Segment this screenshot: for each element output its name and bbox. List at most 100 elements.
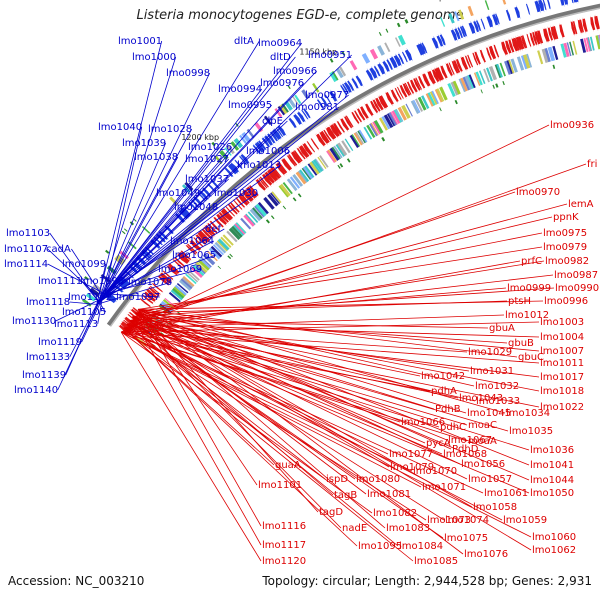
reverse-gene-label: lmo1077 <box>389 449 433 460</box>
reverse-leader-line <box>138 308 475 387</box>
reverse-gene <box>315 133 326 148</box>
reverse-gene-label: lmo1033 <box>476 396 520 407</box>
forward-gene <box>514 5 521 20</box>
reverse-gene <box>447 60 455 77</box>
reverse-cog-block <box>307 163 318 176</box>
forward-leader-line <box>97 296 104 325</box>
forward-gene-label: cadA <box>46 244 71 255</box>
forward-rna-mark <box>378 31 382 37</box>
reverse-gene <box>423 72 431 88</box>
reverse-cog-block <box>173 285 187 297</box>
reverse-gene-label: PdhD <box>452 444 479 455</box>
reverse-leader-line <box>126 324 540 408</box>
reverse-gene <box>356 107 366 123</box>
reverse-cog-block <box>460 77 468 92</box>
forward-leader-line <box>100 240 214 300</box>
reverse-gene <box>206 222 218 235</box>
forward-leader-line <box>100 146 233 300</box>
reverse-gene <box>451 59 459 76</box>
forward-leader-line <box>104 293 160 298</box>
reverse-cog-block <box>231 225 243 238</box>
reverse-cog-block <box>462 76 471 91</box>
reverse-gene <box>428 69 436 86</box>
reverse-gene <box>217 211 230 224</box>
forward-gene <box>538 0 545 13</box>
forward-gene-label: lmo1030 <box>214 188 258 199</box>
reverse-cog-block <box>170 289 183 301</box>
forward-rna-mark <box>396 22 401 28</box>
reverse-cog-block <box>255 203 267 217</box>
forward-cog-block <box>181 184 191 194</box>
reverse-gene <box>184 244 197 257</box>
reverse-cog-block <box>329 147 340 161</box>
reverse-cog-block <box>522 54 531 69</box>
reverse-gene <box>473 50 481 67</box>
reverse-gene <box>258 175 270 189</box>
reverse-gene <box>142 291 156 303</box>
reverse-gene <box>197 230 211 243</box>
forward-gene-label: lmo1103 <box>6 228 50 239</box>
reverse-gene <box>417 74 426 91</box>
reverse-gene <box>185 243 199 255</box>
forward-cog-block <box>263 115 272 126</box>
reverse-gene <box>371 98 381 114</box>
reverse-gene <box>266 169 277 183</box>
reverse-gene <box>409 78 418 94</box>
forward-gene <box>229 161 240 174</box>
reverse-cog-block <box>257 201 269 215</box>
forward-rna-mark <box>287 85 291 90</box>
reverse-gene-label: lmo1095 <box>358 541 402 552</box>
forward-cog-block <box>361 52 371 64</box>
reverse-cog-block <box>363 126 373 140</box>
forward-leader-line <box>96 56 296 305</box>
reverse-gene-label: lmo0970 <box>516 187 560 198</box>
reverse-cog-block <box>202 253 216 266</box>
reverse-cog-block <box>243 214 256 227</box>
forward-leader-line <box>96 281 172 305</box>
reverse-gene <box>221 208 233 221</box>
forward-gene <box>547 0 552 11</box>
reverse-rna-mark <box>282 205 287 210</box>
reverse-cog-block <box>182 275 195 287</box>
reverse-cog-block <box>314 158 324 171</box>
forward-gene-label: lmo0995 <box>228 100 272 111</box>
reverse-gene <box>276 161 288 175</box>
reverse-cog-block <box>589 36 595 51</box>
reverse-gene <box>242 189 254 203</box>
reverse-cog-block <box>226 230 238 243</box>
forward-leader-line <box>100 70 317 300</box>
reverse-cog-block <box>174 284 187 296</box>
reverse-leader-line <box>129 320 445 521</box>
forward-cog-block <box>384 42 391 53</box>
reverse-cog-block <box>267 193 279 207</box>
reverse-rna-mark <box>381 136 386 142</box>
forward-cog-block <box>288 98 297 109</box>
reverse-gene-label: pdhA <box>431 386 457 397</box>
forward-cog-block <box>454 11 460 22</box>
reverse-cog-block <box>279 183 291 197</box>
reverse-gene-label: pdhC <box>440 422 466 433</box>
forward-gene <box>355 74 364 88</box>
reverse-gene-label: PdhB <box>435 404 461 415</box>
reverse-gene <box>434 67 443 83</box>
forward-gene-label: lmo0998 <box>166 68 210 79</box>
reverse-gene-label: lmo1080 <box>356 474 400 485</box>
reverse-cog-block <box>431 90 439 105</box>
reverse-cog-block <box>447 82 456 97</box>
reverse-cog-block <box>395 108 404 123</box>
reverse-gene-label: lmo1074 <box>445 515 489 526</box>
forward-gene <box>475 18 482 33</box>
reverse-gene <box>330 123 340 138</box>
reverse-gene <box>414 76 423 92</box>
reverse-gene <box>359 105 369 121</box>
reverse-gene-label: lmo0987 <box>554 270 598 281</box>
forward-gene <box>393 53 402 67</box>
reverse-gene-label: lmo1061 <box>484 488 528 499</box>
reverse-cog-block <box>190 266 204 279</box>
reverse-gene-label: lmo1117 <box>262 540 306 551</box>
reverse-gene <box>445 62 453 78</box>
reverse-gene-label: lmo1083 <box>386 523 430 534</box>
forward-leader-line <box>100 106 339 300</box>
forward-gene <box>468 20 476 35</box>
reverse-gene <box>426 70 436 86</box>
